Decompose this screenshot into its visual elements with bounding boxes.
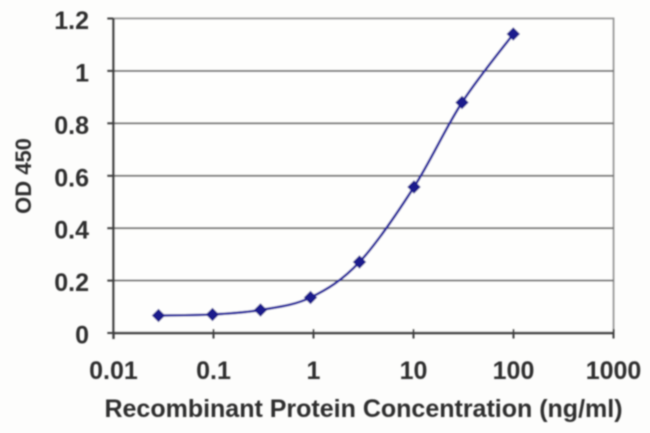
svg-text:0: 0 (75, 322, 89, 350)
svg-text:1000: 1000 (586, 357, 642, 385)
svg-text:0.01: 0.01 (89, 357, 138, 385)
svg-text:0.2: 0.2 (54, 269, 89, 297)
svg-text:0.4: 0.4 (54, 217, 89, 245)
svg-text:Recombinant Protein Concentrat: Recombinant Protein Concentration (ng/ml… (104, 395, 622, 423)
svg-text:0.1: 0.1 (196, 357, 231, 385)
svg-text:0.8: 0.8 (54, 112, 89, 140)
svg-text:1: 1 (75, 59, 89, 87)
svg-text:0.6: 0.6 (54, 164, 89, 192)
svg-text:10: 10 (400, 357, 428, 385)
svg-text:OD 450: OD 450 (11, 138, 36, 214)
svg-text:1: 1 (307, 357, 321, 385)
svg-text:1.2: 1.2 (54, 7, 89, 35)
svg-text:100: 100 (493, 357, 535, 385)
